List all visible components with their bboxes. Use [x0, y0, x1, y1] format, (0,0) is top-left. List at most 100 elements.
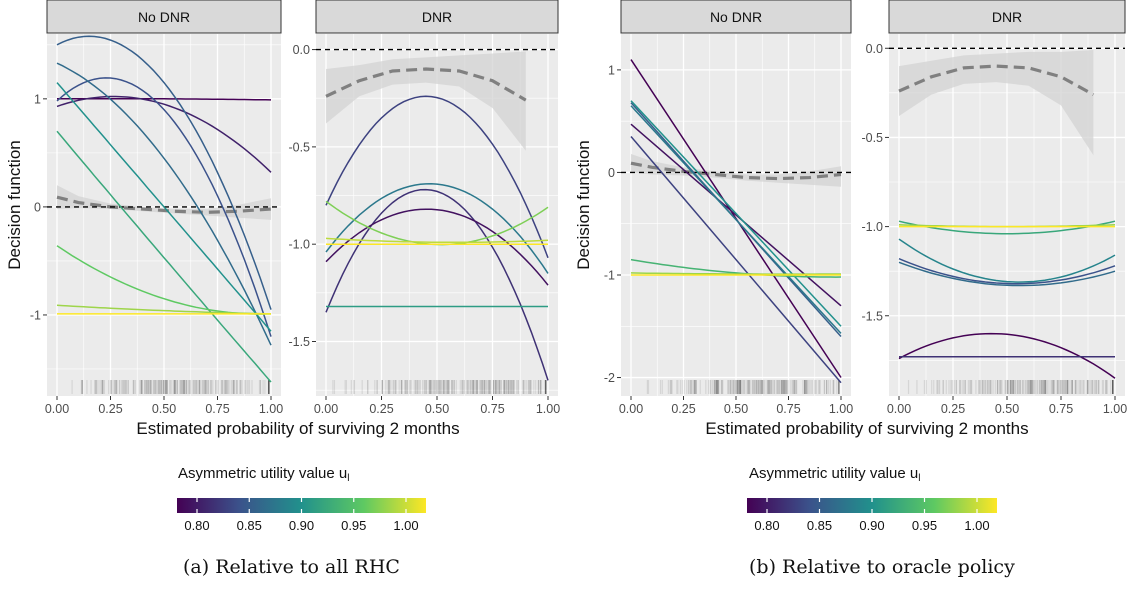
xlabel-b: Estimated probability of surviving 2 mon…: [705, 419, 1028, 438]
xlabel-a: Estimated probability of surviving 2 mon…: [136, 419, 459, 438]
colorbar-tick-label: 0.95: [912, 518, 937, 533]
colorbar-b: [747, 498, 997, 513]
series-line: [57, 97, 272, 101]
series-line: [325, 188, 549, 381]
x-tick-label: 1.00: [829, 402, 853, 416]
x-tick-label: 0.50: [724, 402, 748, 416]
facet-strip: [888, 0, 1126, 34]
x-tick-label: 0.25: [98, 402, 122, 416]
series-line: [325, 183, 549, 274]
y-tick-label: -0.5: [861, 131, 883, 145]
x-tick-label: 1.00: [259, 402, 283, 416]
series-line: [630, 136, 842, 384]
colorbar-tick-label: 0.90: [289, 518, 314, 533]
ylabel-a: Decision function: [5, 140, 24, 269]
series-line: [630, 100, 842, 327]
legend-title-b: Asymmetric utility value ul: [749, 465, 920, 484]
y-tick-label: 0.0: [293, 43, 310, 57]
y-tick-label: -1.5: [861, 309, 883, 323]
colorbar-tick-label: 0.85: [237, 518, 262, 533]
series-line: [325, 237, 549, 244]
series-line: [630, 105, 842, 334]
x-tick-label: 0.00: [314, 402, 338, 416]
x-tick-label: 0.50: [425, 402, 449, 416]
x-tick-label: 0.00: [619, 402, 643, 416]
panel-a-1: DNR 0.00 0.25 0.50 0.75 1.00 0.0 -0.5 -1.0 -1.5: [288, 0, 560, 416]
panel-b-3: DNR 0.00 0.25 0.50 0.75 1.00 0.0 -0.5 -1.0 -1.5: [861, 0, 1127, 416]
legend-b: Asymmetric utility value ul 0.80 0.85 0.90…: [747, 465, 997, 533]
facet-label: No DNR: [710, 9, 762, 25]
x-tick-label: 0.25: [369, 402, 393, 416]
panel-b-2: No DNR 0.00 0.25 0.50 0.75 1.00 1 0 -1 -2: [604, 0, 853, 416]
series-line: [325, 208, 549, 286]
series-line: [56, 77, 272, 337]
x-tick-label: 0.75: [776, 402, 800, 416]
confidence-ribbon: [899, 50, 1094, 156]
series-line: [325, 95, 549, 259]
series-line: [56, 82, 272, 332]
series-line: [630, 272, 841, 275]
rug-marks: [646, 380, 840, 394]
plot-area: [47, 35, 281, 394]
series-line: [898, 261, 1116, 287]
legend-a: Asymmetric utility value ul 0.80 0.85 0.90…: [177, 465, 426, 533]
smooth-curve: [56, 195, 272, 214]
facet-label: DNR: [992, 9, 1022, 25]
y-tick-label: 0.0: [866, 42, 883, 56]
caption-b: (b) Relative to oracle policy: [749, 556, 1015, 578]
plot-area: [621, 59, 851, 394]
series-line: [898, 332, 1116, 379]
series-line: [56, 95, 272, 173]
x-tick-label: 0.00: [887, 402, 911, 416]
x-tick-label: 1.00: [536, 402, 560, 416]
series-line: [898, 220, 1116, 235]
smooth-curve: [325, 67, 527, 102]
colorbar-a: [177, 498, 426, 513]
series-line: [56, 35, 272, 310]
y-tick-label: -1: [30, 308, 41, 322]
x-tick-label: 0.50: [152, 402, 176, 416]
series-line: [56, 130, 272, 383]
rug-marks: [71, 380, 270, 394]
colorbar-tick-label: 1.00: [393, 518, 418, 533]
colorbar-tick-label: 1.00: [964, 518, 989, 533]
x-tick-label: 1.00: [1103, 402, 1127, 416]
facet-label: No DNR: [138, 9, 190, 25]
y-tick-label: -1.0: [861, 220, 883, 234]
y-tick-label: -1.5: [288, 335, 310, 349]
series-line: [898, 238, 1116, 283]
y-tick-label: -2: [604, 371, 615, 385]
legend-ticks-b: 0.80 0.85 0.90 0.95 1.00: [754, 498, 990, 533]
rug-marks: [332, 380, 547, 394]
y-tick-label: 0: [608, 166, 615, 180]
ylabel-b: Decision function: [574, 140, 593, 269]
x-tick-label: 0.00: [45, 402, 69, 416]
series-line: [56, 304, 272, 315]
y-tick-label: 1: [608, 63, 615, 77]
y-tick-label: 1: [34, 92, 41, 106]
y-tick-label: -0.5: [288, 140, 310, 154]
colorbar-tick-label: 0.95: [341, 518, 366, 533]
plot-area: [889, 47, 1125, 394]
panel-a-0: No DNR 0.00 0.25 0.50 0.75 1.00 1 0 -1: [30, 0, 283, 416]
x-tick-label: 0.25: [671, 402, 695, 416]
x-tick-label: 0.75: [205, 402, 229, 416]
smooth-curve: [898, 64, 1095, 97]
series-line: [56, 62, 272, 346]
x-tick-label: 0.75: [1049, 402, 1073, 416]
y-tick-label: 0: [34, 200, 41, 214]
facet-strip: [315, 0, 559, 34]
y-tick-label: -1: [604, 268, 615, 282]
series-line: [630, 258, 842, 278]
colorbar-tick-label: 0.80: [184, 518, 209, 533]
x-tick-label: 0.75: [480, 402, 504, 416]
series-line: [898, 258, 1116, 285]
x-tick-label: 0.25: [941, 402, 965, 416]
y-tick-label: -1.0: [288, 238, 310, 252]
colorbar-tick-label: 0.85: [807, 518, 832, 533]
rug-marks: [907, 380, 1114, 394]
facet-strip: [620, 0, 852, 34]
facet-strip: [46, 0, 282, 34]
x-tick-label: 0.50: [995, 402, 1019, 416]
